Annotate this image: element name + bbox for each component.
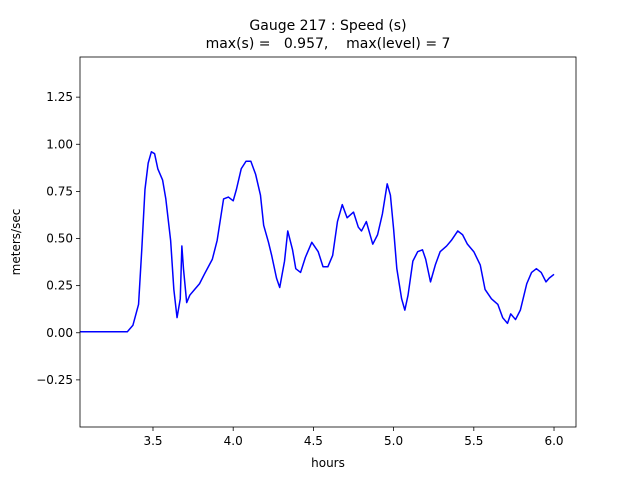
x-tick-label: 6.0 — [544, 434, 563, 448]
x-tick-label: 4.0 — [224, 434, 243, 448]
x-tick-label: 4.5 — [304, 434, 323, 448]
plot-frame — [79, 56, 577, 428]
chart-subtitle: max(s) = 0.957, max(level) = 7 — [206, 36, 451, 52]
x-axis-label: hours — [311, 456, 345, 470]
y-tick-label: 0.75 — [46, 184, 73, 198]
y-tick-label: 0.25 — [46, 279, 73, 293]
y-tick-label: 1.00 — [46, 137, 73, 151]
data-line — [80, 151, 555, 333]
x-tick-label: 5.5 — [464, 434, 483, 448]
x-tick-label: 5.0 — [384, 434, 403, 448]
y-tick-label: 0.00 — [46, 326, 73, 340]
y-axis-label: meters/sec — [9, 209, 23, 276]
x-tick-label: 3.5 — [143, 434, 162, 448]
y-tick-label: −0.25 — [36, 373, 73, 387]
y-tick-label: 1.25 — [46, 90, 73, 104]
chart-title: Gauge 217 : Speed (s) — [249, 18, 406, 34]
y-tick-label: 0.50 — [46, 232, 73, 246]
